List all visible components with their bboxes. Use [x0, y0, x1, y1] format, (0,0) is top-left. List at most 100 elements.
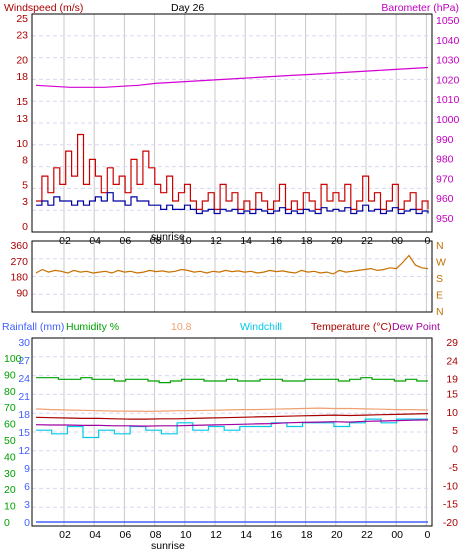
direction-tick: 90	[16, 287, 28, 299]
temperature-tick: 24	[446, 355, 458, 367]
humidity-tick: 20	[4, 484, 16, 496]
panel3-grid	[32, 338, 432, 526]
rainfall-tick: 21	[18, 391, 30, 403]
windspeed-tick: 3	[22, 196, 28, 208]
x-tick: 0	[424, 529, 430, 541]
windspeed-tick: 15	[16, 96, 28, 108]
barometer-tick-labels: 950 960 970 980 990 1000 1010 1020 1030 1040 1050	[436, 15, 460, 225]
humidity-tick: 100	[4, 353, 22, 365]
humidity-tick: 40	[4, 451, 16, 463]
wind-direction-tick-labels: 90 180 270 360	[10, 240, 28, 299]
x-tick: 14	[240, 529, 252, 541]
windspeed-tick: 5	[22, 179, 28, 191]
humidity-tick: 90	[4, 369, 16, 381]
panel3-frame	[31, 337, 433, 527]
direction-tick: 180	[10, 272, 28, 284]
direction-tick: 270	[10, 256, 28, 268]
temperature-c-line	[35, 413, 429, 420]
barometer-axis-label: Barometer (hPa)	[381, 2, 459, 14]
panel2-lines	[35, 254, 429, 275]
x-tick: 22	[361, 529, 373, 541]
rainfall-tick: 9	[24, 463, 30, 475]
windspeed-tick: 13	[16, 113, 28, 125]
x-tick: 00	[391, 529, 403, 541]
x-tick: 02	[59, 529, 71, 541]
panel3-lines	[35, 377, 429, 523]
humidity-tick: 10	[4, 501, 16, 513]
windspeed-tick-labels: 0 3 5 8 10 13 15 18 20 23 25	[16, 13, 28, 233]
windspeed-tick: 10	[16, 138, 28, 150]
rainfall-tick: 12	[18, 445, 30, 457]
x-tick: 18	[301, 529, 313, 541]
temperature-tick: -5	[449, 462, 458, 474]
rainfall-tick-labels: 0 3 6 9 12 15 18 21 24 27 30	[18, 337, 30, 529]
humidity-tick: 0	[4, 517, 10, 529]
barometer-tick: 1030	[436, 55, 460, 67]
compass-tick: E	[436, 290, 443, 302]
windspeed-axis-label: Windspeed (m/s)	[4, 2, 83, 14]
chart-title: Day 26	[171, 2, 204, 14]
barometer-tick: 1020	[436, 74, 460, 86]
x-tick: 04	[89, 529, 101, 541]
barometer-line	[35, 66, 429, 88]
temperature-tick: 10	[446, 407, 458, 419]
dew-point-line	[35, 419, 429, 427]
compass-tick: N	[436, 240, 444, 252]
x-tick: 08	[150, 529, 162, 541]
panel1-grid	[32, 14, 432, 232]
windchill-line	[36, 418, 428, 439]
temperature-tick: 29	[446, 337, 458, 349]
panel3-header: Humidity %	[66, 321, 119, 333]
direction-tick: 360	[10, 240, 28, 252]
compass-tick: S	[436, 273, 443, 285]
panel2-frame	[31, 240, 433, 313]
sunrise-label-bottom: sunrise	[151, 540, 185, 552]
rainfall-tick: 30	[18, 337, 30, 349]
windspeed-tick: 0	[22, 221, 28, 233]
wind-direction-line	[35, 254, 429, 275]
series-line	[35, 407, 429, 413]
barometer-tick: 970	[436, 173, 454, 185]
barometer-tick: 990	[436, 134, 454, 146]
barometer-tick: 1010	[436, 94, 460, 106]
rainfall-tick: 15	[18, 427, 30, 439]
panel3-header: Rainfall (mm)	[2, 321, 64, 333]
temperature-tick: 0	[452, 444, 458, 456]
humidity-tick: 70	[4, 402, 16, 414]
rainfall-tick: 3	[24, 499, 30, 511]
windspeed-tick: 25	[16, 13, 28, 25]
x-tick: 20	[331, 529, 343, 541]
humidity-tick-labels: 0 10 20 30 40 50 60 70 80 90 100	[4, 353, 22, 529]
humidity-tick: 30	[4, 468, 16, 480]
panel3-header: Windchill	[240, 321, 282, 333]
panel3-header: 10.8	[171, 321, 192, 333]
panel1-lines	[35, 66, 429, 215]
humidity-tick: 50	[4, 435, 16, 447]
temperature-tick: -15	[443, 499, 458, 511]
rainfall-tick: 0	[24, 517, 30, 529]
x-tick: 12	[210, 529, 222, 541]
panel3-x-tick-labels: 02 04 06 08 10 12 14 16 18 20 22 00 0	[59, 529, 430, 541]
rainfall-tick: 6	[24, 481, 30, 493]
humidity-tick: 60	[4, 419, 16, 431]
compass-tick: N	[436, 306, 444, 318]
rainfall-tick: 24	[18, 373, 30, 385]
windspeed-tick: 8	[22, 154, 28, 166]
temperature-tick: 19	[446, 374, 458, 386]
humidity-tick: 80	[4, 386, 16, 398]
windspeed-line	[36, 192, 429, 215]
x-tick: 06	[120, 529, 132, 541]
panel3-header: Temperature (°C)	[311, 321, 392, 333]
sunrise-label: sunrise	[151, 231, 185, 243]
barometer-tick: 980	[436, 154, 454, 166]
barometer-tick: 960	[436, 193, 454, 205]
rainfall-tick: 18	[18, 409, 30, 421]
panel3-header: Dew Point	[392, 321, 440, 333]
barometer-tick: 1000	[436, 114, 460, 126]
barometer-tick: 1050	[436, 15, 460, 27]
temperature-tick: 5	[452, 425, 458, 437]
windspeed-tick: 18	[16, 71, 28, 83]
windspeed-tick: 20	[16, 55, 28, 67]
